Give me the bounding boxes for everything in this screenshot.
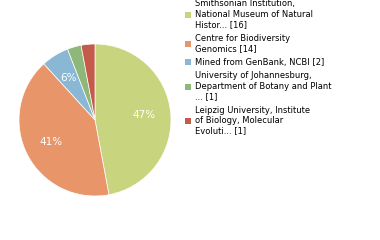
Wedge shape <box>19 64 109 196</box>
Text: 47%: 47% <box>133 110 156 120</box>
Legend: Smithsonian Institution,
National Museum of Natural
Histor... [16], Centre for B: Smithsonian Institution, National Museum… <box>185 0 331 136</box>
Wedge shape <box>95 44 171 195</box>
Wedge shape <box>44 49 95 120</box>
Wedge shape <box>81 44 95 120</box>
Wedge shape <box>68 45 95 120</box>
Text: 41%: 41% <box>39 137 62 147</box>
Text: 6%: 6% <box>61 73 77 83</box>
